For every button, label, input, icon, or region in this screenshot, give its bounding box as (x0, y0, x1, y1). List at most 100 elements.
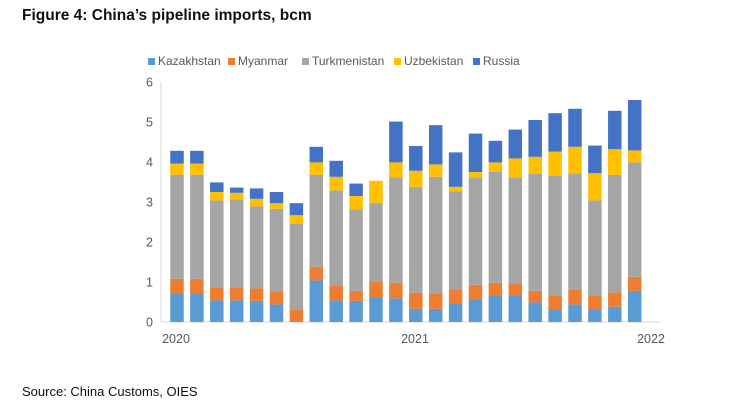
bar-segment-turkmenistan (190, 174, 204, 279)
source-note: Source: China Customs, OIES (22, 384, 198, 399)
bar-segment-turkmenistan (349, 209, 363, 291)
bar-segment-turkmenistan (229, 199, 244, 288)
bar-segment-kazakhstan (309, 280, 324, 322)
bar-segment-turkmenistan (249, 206, 264, 289)
bar-segment-russia (548, 113, 562, 152)
bar-segment-myanmar (389, 282, 403, 299)
bar-segment-myanmar (568, 290, 582, 305)
bar-segment-russia (488, 140, 503, 163)
legend-swatch (228, 57, 235, 65)
bar-segment-myanmar (448, 290, 463, 304)
bar-segment-turkmenistan (269, 208, 284, 292)
bar-segment-kazakhstan (389, 298, 403, 322)
bar-segment-uzbekistan (627, 150, 642, 163)
bar-segment-russia (608, 110, 622, 150)
bar-segment-myanmar (627, 276, 642, 291)
bar-segment-russia (309, 146, 324, 163)
bar-segment-russia (627, 100, 642, 151)
bar-segment-myanmar (468, 284, 483, 300)
legend-swatch (394, 57, 401, 65)
bar-segment-russia (269, 192, 284, 204)
bar-segment-turkmenistan (548, 176, 562, 296)
bar-segment-turkmenistan (627, 162, 642, 277)
bar-segment-turkmenistan (468, 178, 483, 285)
legend-label: Turkmenistan (312, 54, 385, 68)
bar-segment-kazakhstan (428, 308, 443, 322)
bar-segment-turkmenistan (528, 174, 542, 291)
bar-segment-myanmar (210, 288, 224, 301)
legend-item-turkmenistan: Turkmenistan (302, 54, 384, 68)
bar-segment-russia (568, 108, 582, 147)
bar-segment-russia (289, 203, 304, 216)
y-tick-label: 3 (146, 196, 153, 210)
bar-segment-myanmar (548, 295, 562, 310)
legend-label: Russia (483, 54, 520, 68)
bar-segment-turkmenistan (289, 224, 304, 310)
bar-segment-kazakhstan (349, 300, 363, 322)
bar-segment-kazakhstan (409, 308, 423, 322)
bar-segment-kazakhstan (448, 303, 463, 322)
bar-segment-uzbekistan (488, 162, 503, 172)
legend: Kazakhstan Myanmar Turkmenistan Uzbekistan R… (0, 54, 730, 70)
bar-segment-russia (528, 120, 542, 157)
bar-segment-myanmar (369, 281, 383, 298)
bar-segment-kazakhstan (568, 304, 582, 322)
bar-segment-turkmenistan (508, 178, 523, 284)
bar-segment-uzbekistan (548, 151, 562, 176)
bar-segment-kazakhstan (608, 306, 622, 322)
bar-segment-myanmar (409, 292, 423, 309)
bar-segment-uzbekistan (289, 215, 304, 224)
bar-segment-kazakhstan (269, 304, 284, 322)
bar-segment-turkmenistan (448, 191, 463, 290)
legend-item-russia: Russia (473, 54, 520, 68)
bar-segment-russia (249, 188, 264, 199)
bar-segment-turkmenistan (428, 176, 443, 294)
legend-label: Myanmar (238, 54, 289, 68)
bar-segment-myanmar (349, 290, 363, 301)
bar-segment-russia (409, 146, 423, 171)
bar-segment-russia (349, 183, 363, 196)
bar-segment-uzbekistan (369, 180, 383, 203)
bar-segment-kazakhstan (488, 296, 503, 322)
legend-item-uzbekistan: Uzbekistan (394, 54, 463, 68)
bar-segment-myanmar (508, 283, 523, 296)
bar-segment-myanmar (170, 278, 184, 294)
bar-segment-uzbekistan (349, 196, 363, 210)
bar-segment-kazakhstan (548, 310, 562, 322)
bar-segment-myanmar (428, 294, 443, 309)
bar-segment-myanmar (488, 282, 503, 296)
bar-segment-myanmar (289, 310, 304, 322)
bar-segment-turkmenistan (170, 174, 184, 279)
bar-segment-turkmenistan (210, 200, 224, 288)
bar-segment-uzbekistan (528, 156, 542, 174)
bar-segment-russia (329, 160, 343, 177)
bar-segment-kazakhstan (627, 290, 642, 322)
x-tick-label: 2021 (401, 332, 429, 346)
bar-segment-turkmenistan (389, 177, 403, 283)
bar-segment-uzbekistan (309, 162, 324, 175)
bar-segment-russia (229, 187, 244, 193)
bar-segment-kazakhstan (249, 300, 264, 322)
bar-segment-kazakhstan (588, 310, 602, 322)
bar-segment-turkmenistan (329, 190, 343, 286)
bar-segment-kazakhstan (229, 300, 244, 322)
bar-segment-myanmar (229, 287, 244, 301)
bar-segment-uzbekistan (608, 149, 622, 175)
bar-segment-myanmar (190, 278, 204, 294)
bar-segment-turkmenistan (608, 174, 622, 293)
bar-segment-uzbekistan (249, 198, 264, 207)
y-tick-label: 1 (146, 276, 153, 290)
bar-segment-uzbekistan (229, 192, 244, 200)
x-tick-label: 2020 (162, 332, 190, 346)
bar-segment-russia (389, 121, 403, 163)
bar-segment-uzbekistan (329, 176, 343, 191)
bar-segment-kazakhstan (210, 300, 224, 322)
bar-segment-uzbekistan (210, 192, 224, 201)
bar-segment-uzbekistan (428, 164, 443, 177)
bar-segment-uzbekistan (190, 163, 204, 175)
bar-segment-russia (468, 133, 483, 172)
bar-segment-turkmenistan (488, 172, 503, 283)
bar-segment-russia (588, 145, 602, 174)
bar-segment-uzbekistan (508, 158, 523, 178)
